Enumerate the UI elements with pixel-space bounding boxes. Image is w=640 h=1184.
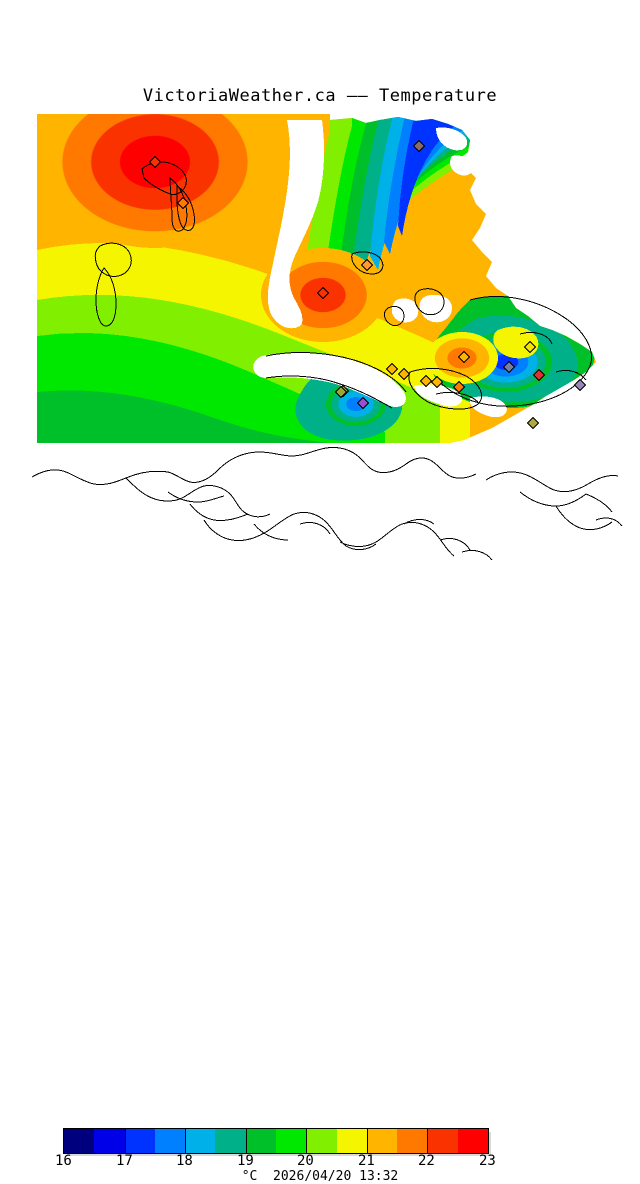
colorbar-tick-label: 17	[116, 1153, 133, 1169]
colorbar-tick	[427, 1129, 428, 1153]
water-mask	[37, 120, 507, 443]
station-markers[interactable]: northwest-inland: 22.8 °C north-valley: 2…	[148, 139, 587, 430]
colorbar-tick-label: 22	[418, 1153, 435, 1169]
colorbar-tick	[367, 1129, 368, 1153]
colorbar-tick-marks	[64, 1129, 489, 1153]
station-marker-diamond[interactable]: central-inlet-warm: 22.6 °C	[316, 286, 330, 300]
colorbar-legend: 16 17 18 19 20 21 22 23 °C 2026/04/20 13:32	[0, 560, 640, 1184]
station-marker-diamond[interactable]: victoria-harbour: 21 °C	[452, 380, 466, 394]
station-marker-diamond[interactable]: peninsula-north: 20.9 °C	[457, 350, 471, 364]
colorbar-tick	[185, 1129, 186, 1153]
colorbar-tick	[488, 1129, 489, 1153]
station-marker-diamond[interactable]: ten-mile-point: 17.8 °C	[532, 368, 546, 382]
colorbar-tick-label: 23	[479, 1153, 496, 1169]
station-marker-diamond[interactable]: metchosin: 18.1 °C	[356, 396, 370, 410]
station-marker-diamond[interactable]: northeast-shore: 17.6 °C	[412, 139, 426, 153]
station-marker-diamond[interactable]: sooke-west: 19.3 °C	[334, 385, 348, 399]
coastline-outlines	[31, 161, 623, 560]
station-marker-diamond[interactable]: east-inlet: 21.4 °C	[360, 258, 374, 272]
colorbar-tick-label: 16	[55, 1153, 72, 1169]
page-title: VictoriaWeather.ca —— Temperature	[142, 86, 498, 106]
station-marker-diamond[interactable]: saanich-west: 20.8 °C	[385, 362, 399, 376]
station-marker-diamond[interactable]: cadboro-east: 18.4 °C	[573, 378, 587, 392]
map-canvas: northwest-inland: 22.8 °C north-valley: 2…	[31, 114, 623, 560]
colorbar[interactable]	[63, 1128, 489, 1154]
colorbar-tick-label: 19	[237, 1153, 254, 1169]
station-marker-diamond[interactable]: northwest-inland: 22.8 °C	[148, 155, 162, 169]
temperature-field	[37, 114, 596, 443]
colorbar-tick-label: 20	[297, 1153, 314, 1169]
station-marker-diamond[interactable]: oak-bay: 19.6 °C	[523, 340, 537, 354]
station-marker-diamond[interactable]: north-valley: 22.4 °C	[176, 196, 190, 210]
station-marker-diamond[interactable]: gonzales: 18.2 °C	[502, 360, 516, 374]
colorbar-tick	[125, 1129, 126, 1153]
station-marker-diamond[interactable]: peninsula-mid: 20.7 °C	[430, 375, 444, 389]
temperature-map[interactable]: northwest-inland: 22.8 °C north-valley: 2…	[0, 0, 640, 560]
station-marker-diamond[interactable]: west-shore: 20.4 °C	[397, 367, 411, 381]
colorbar-tick	[246, 1129, 247, 1153]
colorbar-tick-label: 18	[176, 1153, 193, 1169]
colorbar-tick-label: 21	[358, 1153, 375, 1169]
station-marker-diamond[interactable]: south-island: 19.4 °C	[526, 416, 540, 430]
station-marker-diamond[interactable]: saanich-inlet: 20.6 °C	[419, 374, 433, 388]
colorbar-unit-timestamp: °C 2026/04/20 13:32	[241, 1169, 399, 1184]
colorbar-tick	[306, 1129, 307, 1153]
